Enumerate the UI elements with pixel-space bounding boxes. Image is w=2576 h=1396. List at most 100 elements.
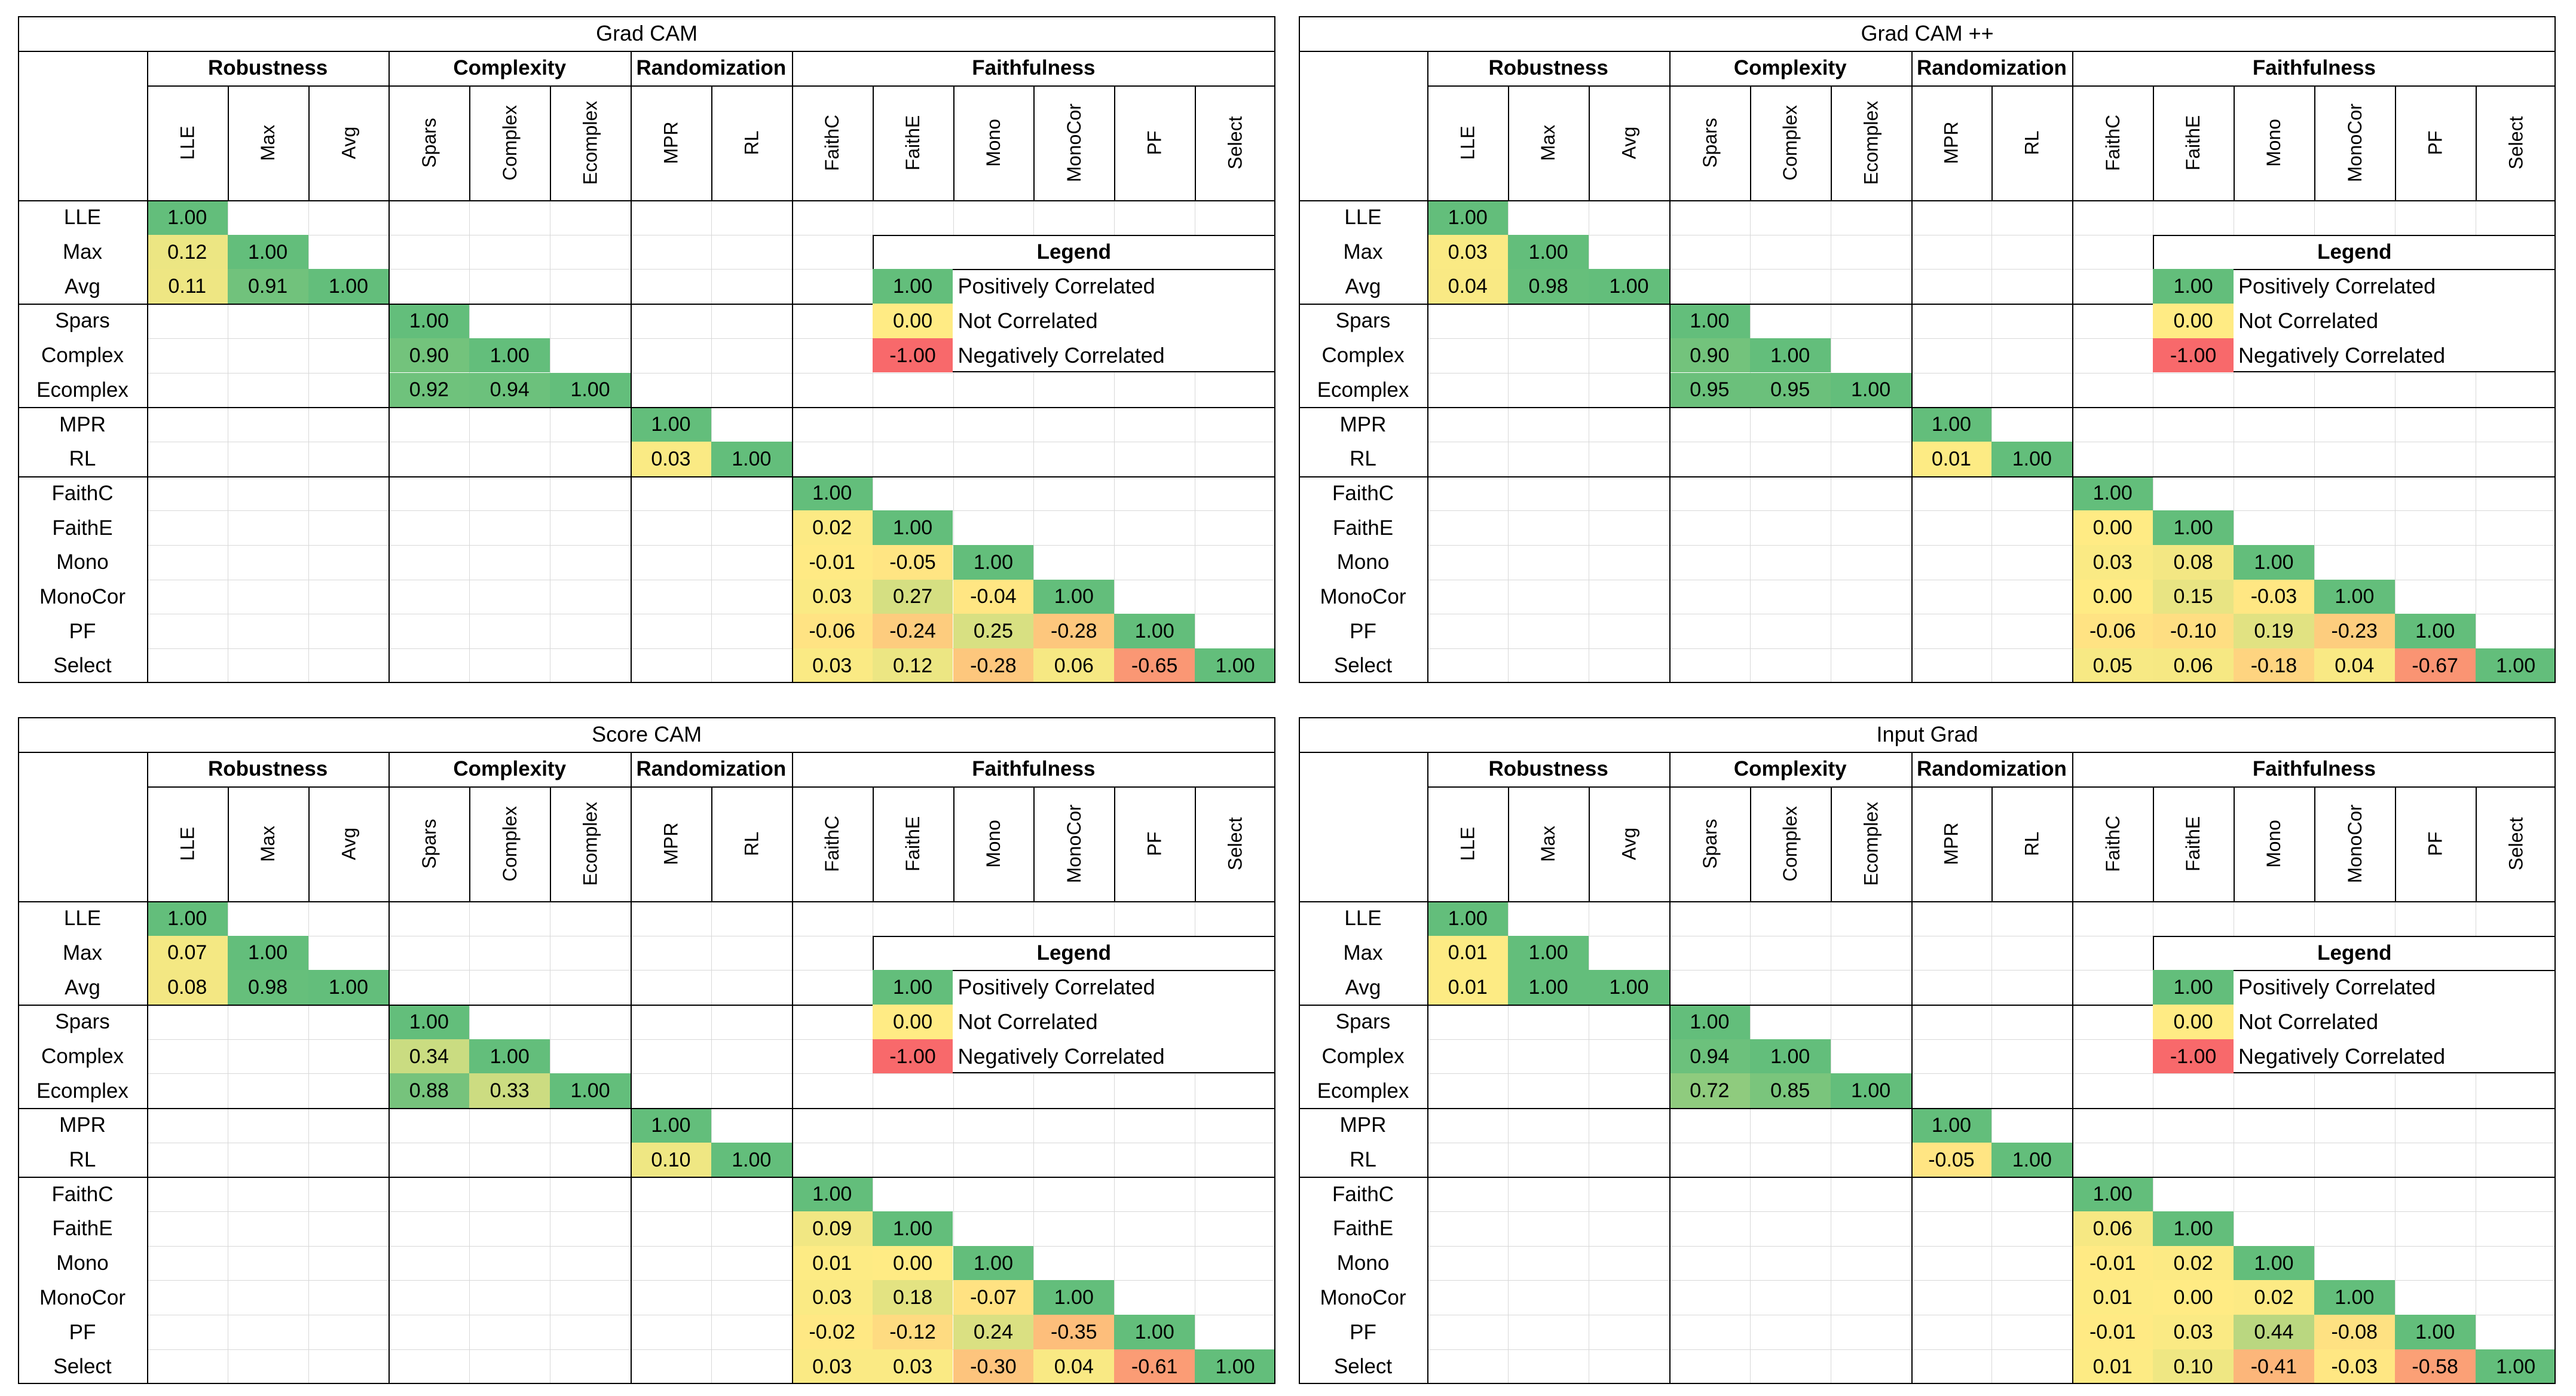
data-cell: -0.05: [1911, 1142, 1992, 1177]
grid-line: [711, 786, 712, 901]
column-header-label: PF: [1143, 130, 1165, 155]
data-cell: 1.00: [1589, 269, 1669, 304]
data-cell: 0.94: [469, 372, 550, 408]
row-label: Max: [62, 941, 103, 965]
row-label: FaithE: [1332, 516, 1394, 540]
data-cell: 1.00: [1911, 1108, 1992, 1143]
row-label: Spars: [55, 1010, 110, 1034]
grid-line: [791, 51, 793, 683]
grid-line: [1033, 85, 1035, 201]
data-cell: 0.00: [2072, 510, 2153, 545]
data-cell: 1.00: [1991, 441, 2073, 476]
data-cell: 0.44: [2234, 1315, 2314, 1349]
legend-swatch: 0.00: [872, 304, 953, 338]
column-header-label: Spars: [1699, 819, 1721, 869]
data-cell: 1.00: [2234, 544, 2314, 580]
data-cell: 0.03: [791, 1349, 873, 1384]
column-header: FaithE: [2153, 85, 2234, 200]
row-label: MPR: [59, 1113, 106, 1137]
group-header: Complexity: [453, 56, 567, 80]
grid-line: [2153, 269, 2556, 271]
column-header-label: Complex: [1779, 806, 1801, 881]
column-header: Max: [1508, 786, 1589, 901]
data-cell: 1.00: [711, 1142, 792, 1177]
column-header: Spars: [1669, 786, 1750, 901]
data-cell: -0.58: [2394, 1349, 2476, 1384]
data-cell: 0.95: [1669, 372, 1750, 408]
column-header: Mono: [953, 786, 1034, 901]
row-label: Mono: [56, 550, 109, 574]
column-header-label: MonoCor: [1063, 804, 1085, 883]
data-cell: 1.00: [2314, 579, 2395, 614]
data-cell: 0.18: [872, 1280, 953, 1315]
legend-label: Negatively Correlated: [957, 1043, 1165, 1069]
grid-line: [1508, 786, 1510, 901]
grid-line: [1991, 786, 1993, 901]
data-cell: 0.91: [227, 269, 308, 304]
data-cell: 0.02: [2234, 1280, 2314, 1315]
column-header-label: FaithE: [902, 115, 924, 171]
legend-label: Positively Correlated: [957, 274, 1155, 299]
column-header-label: FaithE: [2182, 115, 2204, 171]
panel-title: Score CAM: [592, 722, 702, 747]
data-cell: 0.15: [2153, 579, 2234, 614]
data-cell: -0.01: [791, 544, 873, 580]
grid-line: [18, 51, 1275, 53]
row-label: Spars: [1335, 309, 1391, 333]
data-cell: 0.03: [872, 1349, 953, 1384]
column-header-label: LLE: [1457, 125, 1479, 160]
legend-swatch: 0.00: [872, 1005, 953, 1039]
column-header-label: Ecomplex: [1860, 801, 1882, 886]
data-cell: 1.00: [469, 338, 550, 373]
row-label: Max: [1343, 941, 1383, 965]
grid-line: [18, 1005, 1275, 1006]
data-cell: 0.00: [872, 1245, 953, 1281]
row-label: MonoCor: [39, 584, 126, 608]
grid-line: [2314, 786, 2315, 901]
data-cell: 1.00: [2072, 1177, 2153, 1212]
data-cell: 0.00: [2072, 579, 2153, 614]
column-header: LLE: [1427, 85, 1508, 200]
column-header: Max: [228, 85, 308, 200]
data-cell: 0.03: [1427, 234, 1509, 270]
grid-line: [1427, 1039, 2556, 1040]
data-cell: -0.03: [2234, 579, 2314, 614]
column-header-label: RL: [2021, 130, 2043, 155]
grid-line: [1195, 85, 1197, 201]
data-cell: 1.00: [2234, 1245, 2314, 1281]
legend-label: Not Correlated: [2238, 308, 2379, 333]
row-label: MPR: [1339, 412, 1387, 436]
column-header-label: Mono: [2263, 118, 2285, 167]
grid-line: [18, 407, 1275, 409]
column-header-label: Mono: [2263, 819, 2285, 868]
column-header-label: Ecomplex: [579, 100, 601, 185]
column-header: Select: [2476, 786, 2556, 901]
data-cell: 1.00: [1427, 901, 1509, 936]
column-header: LLE: [147, 786, 228, 901]
data-cell: 1.00: [631, 407, 711, 442]
column-header: FaithC: [792, 85, 873, 200]
column-header: Avg: [308, 85, 389, 200]
column-header: Mono: [2234, 786, 2314, 901]
data-cell: 1.00: [1195, 648, 1275, 683]
grid-line: [146, 648, 1275, 649]
grid-line: [146, 1245, 1275, 1247]
grid-line: [1298, 51, 2556, 53]
legend-label: Positively Correlated: [2238, 274, 2436, 299]
column-header: FaithE: [2153, 786, 2234, 901]
group-header: Faithfulness: [2252, 56, 2376, 80]
grid-line: [1427, 648, 2556, 649]
column-header: Complex: [1750, 85, 1831, 200]
group-header: Randomization: [1917, 56, 2067, 80]
data-cell: 1.00: [2475, 1349, 2556, 1384]
grid-line: [146, 510, 1275, 512]
grid-line: [1991, 85, 1993, 201]
data-cell: 1.00: [1749, 338, 1831, 373]
group-header: Faithfulness: [2252, 757, 2376, 781]
grid-line: [1114, 786, 1116, 901]
data-cell: 1.00: [469, 1039, 550, 1074]
grid-line: [146, 1073, 1275, 1074]
data-cell: 0.03: [791, 648, 873, 683]
column-header-label: Spars: [1699, 118, 1721, 168]
row-label: Mono: [1336, 550, 1390, 574]
